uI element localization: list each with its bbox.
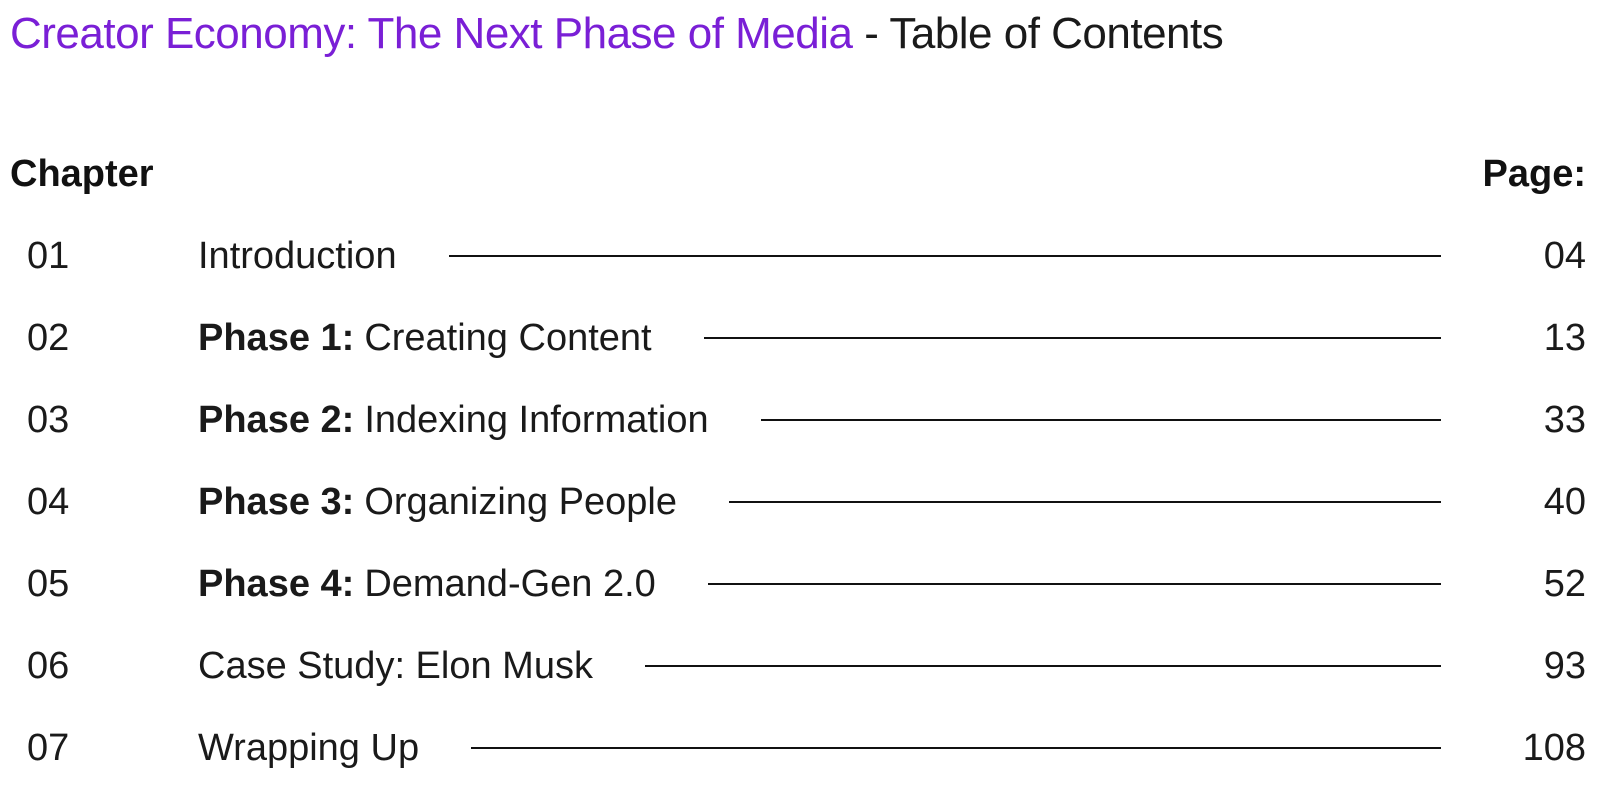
chapter-number: 03 [27, 399, 70, 441]
title-section-name: Table of Contents [889, 9, 1224, 58]
leader-line [448, 255, 1441, 257]
toc-entry-phase-3[interactable]: 04 Phase 3: Organizing People 40 [0, 460, 1600, 544]
chapter-title-group: Introduction [198, 232, 1441, 280]
leader-line [703, 337, 1441, 339]
chapter-number: 01 [27, 235, 70, 277]
chapter-title: Organizing People [364, 481, 677, 523]
chapter-title-group: Phase 2: Indexing Information [198, 396, 1441, 444]
chapter-title: Demand-Gen 2.0 [364, 563, 656, 605]
leader-line [644, 665, 1441, 667]
chapter-number: 04 [27, 481, 70, 523]
phase-label: Phase 3: [198, 481, 355, 523]
leader-line [707, 583, 1441, 585]
chapter-title: Case Study: Elon Musk [198, 645, 593, 687]
phase-label: Phase 4: [198, 563, 355, 605]
chapter-title: Wrapping Up [198, 727, 420, 769]
chapter-title: Indexing Information [364, 399, 709, 441]
title-report-name: Creator Economy: The Next Phase of Media [10, 9, 853, 58]
toc-entry-introduction[interactable]: 01 Introduction 04 [0, 214, 1600, 298]
page-number: 33 [1543, 399, 1586, 441]
title-separator: - [852, 9, 890, 58]
leader-line [760, 419, 1441, 421]
page-number: 04 [1543, 235, 1586, 277]
toc-entry-phase-2[interactable]: 03 Phase 2: Indexing Information 33 [0, 378, 1600, 462]
page-title: Creator Economy: The Next Phase of Media… [10, 6, 1224, 62]
chapter-number: 05 [27, 563, 70, 605]
toc-entry-case-study[interactable]: 06 Case Study: Elon Musk 93 [0, 624, 1600, 708]
page-number: 13 [1543, 317, 1586, 359]
chapter-title: Introduction [198, 235, 397, 277]
leader-line [728, 501, 1441, 503]
toc-entry-phase-1[interactable]: 02 Phase 1: Creating Content 13 [0, 296, 1600, 380]
chapter-title-group: Phase 1: Creating Content [198, 314, 1441, 362]
phase-label: Phase 1: [198, 317, 355, 359]
toc-entry-phase-4[interactable]: 05 Phase 4: Demand-Gen 2.0 52 [0, 542, 1600, 626]
chapter-title-group: Case Study: Elon Musk [198, 642, 1441, 690]
chapter-number: 02 [27, 317, 70, 359]
chapter-title-group: Phase 4: Demand-Gen 2.0 [198, 560, 1441, 608]
chapter-column-header: Chapter [10, 153, 154, 195]
page-number: 93 [1543, 645, 1586, 687]
page-number: 108 [1522, 727, 1586, 769]
page-number: 52 [1543, 563, 1586, 605]
chapter-number: 06 [27, 645, 70, 687]
chapter-title: Creating Content [364, 317, 652, 359]
chapter-title-group: Phase 3: Organizing People [198, 478, 1441, 526]
chapter-number: 07 [27, 727, 70, 769]
phase-label: Phase 2: [198, 399, 355, 441]
page-column-header: Page: [1482, 153, 1586, 195]
leader-line [471, 747, 1441, 749]
chapter-title-group: Wrapping Up [198, 724, 1441, 772]
toc-entry-wrapping-up[interactable]: 07 Wrapping Up 108 [0, 706, 1600, 790]
page-number: 40 [1543, 481, 1586, 523]
